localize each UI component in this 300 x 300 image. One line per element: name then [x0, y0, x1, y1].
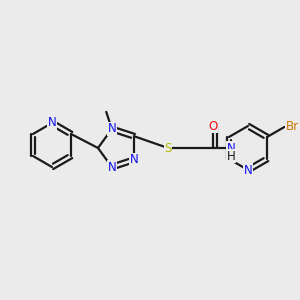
Text: Br: Br: [286, 121, 299, 134]
Text: N: N: [244, 164, 252, 176]
Text: S: S: [164, 142, 172, 154]
Text: N: N: [107, 160, 116, 173]
Text: N: N: [130, 153, 139, 166]
Text: N: N: [48, 116, 56, 130]
Text: O: O: [208, 119, 217, 133]
Text: H: H: [226, 149, 236, 163]
Text: N: N: [226, 142, 236, 154]
Text: N: N: [107, 122, 116, 136]
